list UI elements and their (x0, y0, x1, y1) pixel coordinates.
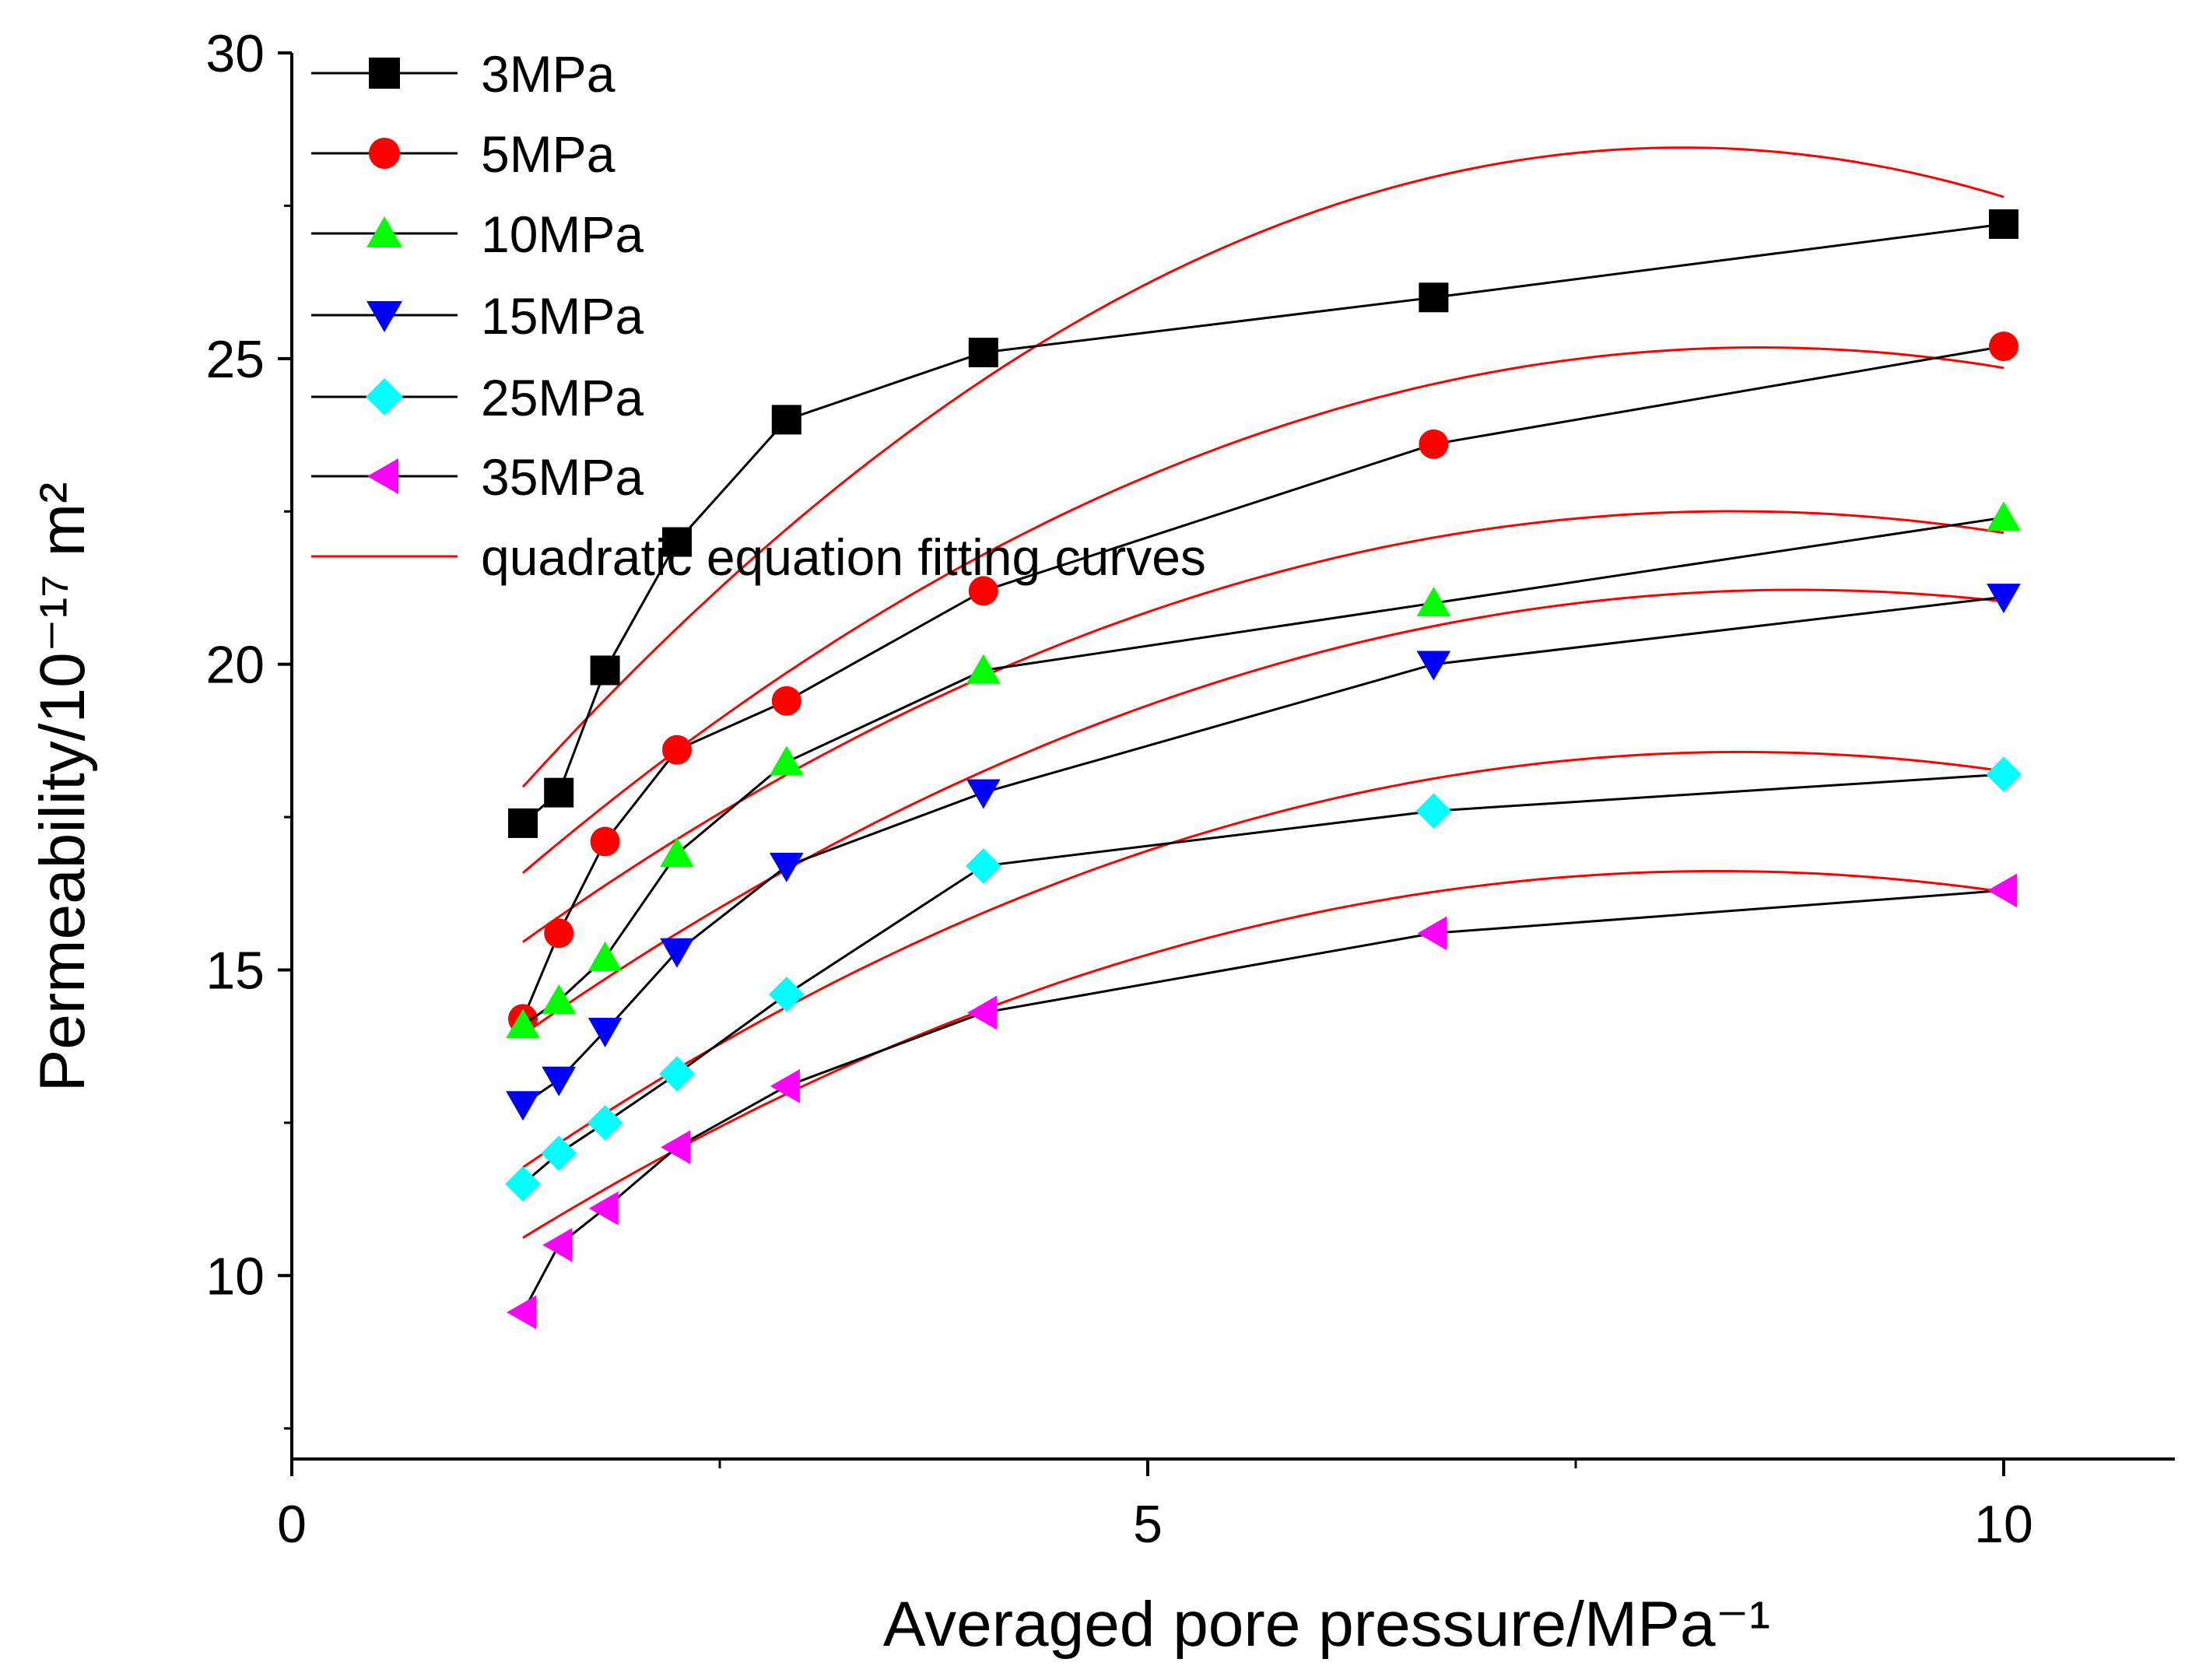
data-point-5MPa (662, 735, 692, 765)
data-point-15MPa (1416, 651, 1451, 681)
y-tick-label: 15 (205, 941, 265, 1000)
legend: 3MPa 5MPa 10MPa 15MPa 25MPa 35MPa quadratic eq… (311, 45, 1206, 586)
data-point-35MPa (507, 1295, 537, 1330)
data-point-3MPa (544, 777, 574, 808)
data-point-35MPa (661, 1130, 691, 1165)
axes: 10 15 20 25 30 0 5 10 Averaged pore pressure/MPa… (27, 24, 2175, 1660)
data-point-25MPa (1986, 756, 2022, 792)
data-point-5MPa (968, 576, 998, 606)
data-point-5MPa (771, 686, 801, 716)
data-point-10MPa (1987, 501, 2021, 531)
y-axis-title: Permeability/10⁻¹⁷ m² (27, 482, 98, 1093)
legend-label-15MPa: 15MPa (481, 287, 644, 345)
legend-marker-10MPa (367, 216, 402, 247)
legend-label-fit: quadratic equation fitting curves (481, 528, 1206, 586)
data-point-25MPa (659, 1056, 695, 1092)
data-point-35MPa (770, 1068, 800, 1103)
legend-marker-35MPa (367, 458, 398, 494)
data-point-25MPa (505, 1166, 541, 1202)
fit-curve-10MPa (522, 510, 2004, 943)
x-tick-label: 10 (1974, 1495, 2033, 1554)
data-point-15MPa (769, 852, 804, 882)
data-point-10MPa (966, 654, 1001, 684)
data-point-35MPa (588, 1191, 619, 1226)
data-point-5MPa (1419, 429, 1449, 459)
legend-marker-15MPa (367, 301, 402, 332)
legend-marker-5MPa (369, 138, 400, 169)
y-tick-label: 30 (205, 24, 265, 83)
legend-marker-3MPa (369, 58, 400, 89)
series-line-25MPa (522, 773, 2004, 1185)
fit-curve-25MPa (522, 750, 2004, 1169)
fit-curve-35MPa (522, 870, 2004, 1239)
data-point-3MPa (508, 808, 538, 838)
data-point-15MPa (660, 938, 694, 968)
data-point-5MPa (590, 826, 620, 857)
data-series (505, 209, 2022, 1330)
data-point-35MPa (1417, 916, 1447, 951)
data-point-15MPa (542, 1066, 577, 1096)
data-point-10MPa (542, 984, 577, 1014)
data-point-5MPa (1989, 331, 2018, 362)
data-point-15MPa (1987, 584, 2021, 614)
legend-marker-25MPa (366, 378, 403, 416)
data-point-15MPa (506, 1091, 540, 1121)
legend-label-5MPa: 5MPa (481, 125, 616, 183)
data-point-10MPa (506, 1008, 540, 1039)
data-point-5MPa (544, 918, 574, 949)
fit-curve-3MPa (521, 146, 2004, 788)
data-point-25MPa (1415, 793, 1452, 829)
series-line-10MPa (522, 516, 2004, 1026)
y-tick-label: 25 (205, 330, 265, 389)
data-point-10MPa (587, 941, 623, 971)
data-point-10MPa (660, 837, 694, 868)
data-point-25MPa (966, 848, 1001, 884)
data-point-15MPa (587, 1017, 623, 1047)
data-point-3MPa (1419, 282, 1449, 313)
legend-label-35MPa: 35MPa (481, 448, 644, 506)
data-point-10MPa (1416, 587, 1451, 617)
y-tick-label: 10 (205, 1247, 265, 1306)
data-point-25MPa (541, 1135, 577, 1171)
legend-label-10MPa: 10MPa (481, 205, 644, 263)
series-line-15MPa (522, 595, 2004, 1106)
x-axis-title: Averaged pore pressure/MPa⁻¹ (883, 1589, 1770, 1660)
series-line-3MPa (522, 223, 2004, 825)
x-tick-label: 5 (1133, 1495, 1163, 1554)
y-tick-label: 20 (205, 636, 265, 695)
data-point-3MPa (590, 655, 620, 686)
data-point-15MPa (966, 779, 1001, 809)
data-point-25MPa (769, 977, 805, 1012)
data-point-3MPa (968, 337, 998, 367)
data-point-35MPa (1987, 873, 2018, 908)
data-point-3MPa (771, 405, 801, 435)
data-point-35MPa (966, 995, 997, 1030)
x-tick-label: 0 (277, 1495, 307, 1554)
data-point-3MPa (1989, 209, 2018, 239)
fit-curve-5MPa (522, 345, 2004, 874)
fit-curves (521, 146, 2004, 1239)
legend-label-3MPa: 3MPa (481, 45, 616, 103)
series-line-5MPa (521, 345, 2004, 1019)
legend-label-25MPa: 25MPa (481, 369, 644, 426)
data-point-35MPa (542, 1228, 573, 1262)
data-point-3MPa (662, 527, 692, 557)
data-point-25MPa (587, 1105, 623, 1141)
fit-curve-15MPa (522, 588, 2004, 1036)
data-point-10MPa (769, 745, 804, 776)
series-line-35MPa (521, 889, 2004, 1313)
